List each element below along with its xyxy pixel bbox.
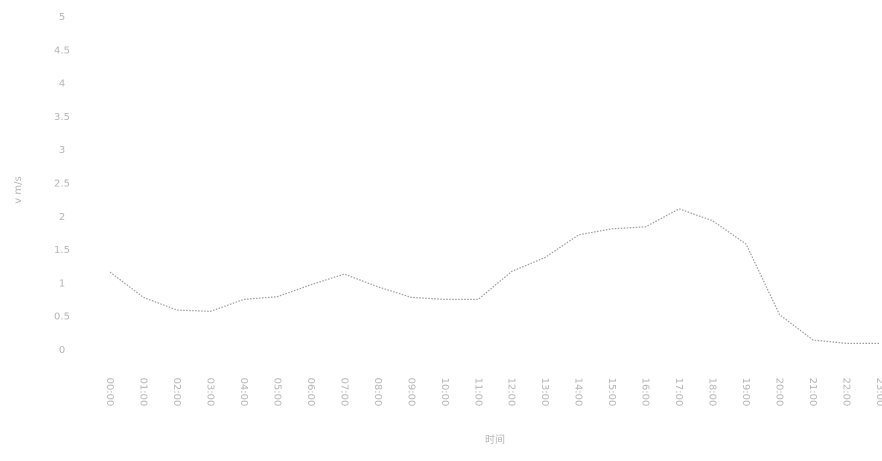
y-tick-label: 3.5 [54, 112, 70, 123]
x-tick-label: 22:00 [841, 378, 852, 407]
x-tick-label: 07:00 [338, 378, 349, 407]
y-tick-label: 0.5 [54, 312, 70, 323]
x-tick-label: 23:00 [874, 378, 882, 407]
x-tick-label: 03:00 [204, 378, 215, 407]
x-tick-label: 15:00 [606, 378, 617, 407]
x-tick-label: 16:00 [640, 378, 651, 407]
x-tick-label: 09:00 [405, 378, 416, 407]
x-tick-label: 13:00 [539, 378, 550, 407]
x-tick-label: 06:00 [305, 378, 316, 407]
x-tick-label: 19:00 [740, 378, 751, 407]
y-tick-label: 1.5 [54, 245, 70, 256]
x-tick-label: 20:00 [774, 378, 785, 407]
x-axis-label: 时间 [485, 433, 505, 446]
x-tick-label: 02:00 [171, 378, 182, 407]
y-axis-label: v m/s [13, 176, 24, 203]
line-series [109, 208, 880, 344]
x-tick-label: 04:00 [238, 378, 249, 407]
x-tick-label: 05:00 [271, 378, 282, 407]
x-tick-label: 18:00 [707, 378, 718, 407]
y-tick-label: 2.5 [54, 179, 70, 190]
x-tick-label: 00:00 [104, 378, 115, 407]
y-tick-label: 5 [59, 12, 65, 23]
x-tick-label: 14:00 [573, 378, 584, 407]
y-tick-label: 4 [59, 79, 65, 90]
x-tick-label: 10:00 [439, 378, 450, 407]
y-tick-label: 0 [59, 345, 65, 356]
x-tick-label: 12:00 [506, 378, 517, 407]
y-tick-label: 3 [59, 145, 65, 156]
x-tick-label: 11:00 [472, 378, 483, 407]
x-tick-label: 17:00 [673, 378, 684, 407]
x-tick-label: 21:00 [807, 378, 818, 407]
x-tick-label: 08:00 [372, 378, 383, 407]
y-tick-label: 1 [59, 278, 65, 289]
y-tick-label: 4.5 [54, 45, 70, 56]
x-tick-label: 01:00 [137, 378, 148, 407]
y-tick-label: 2 [59, 212, 65, 223]
